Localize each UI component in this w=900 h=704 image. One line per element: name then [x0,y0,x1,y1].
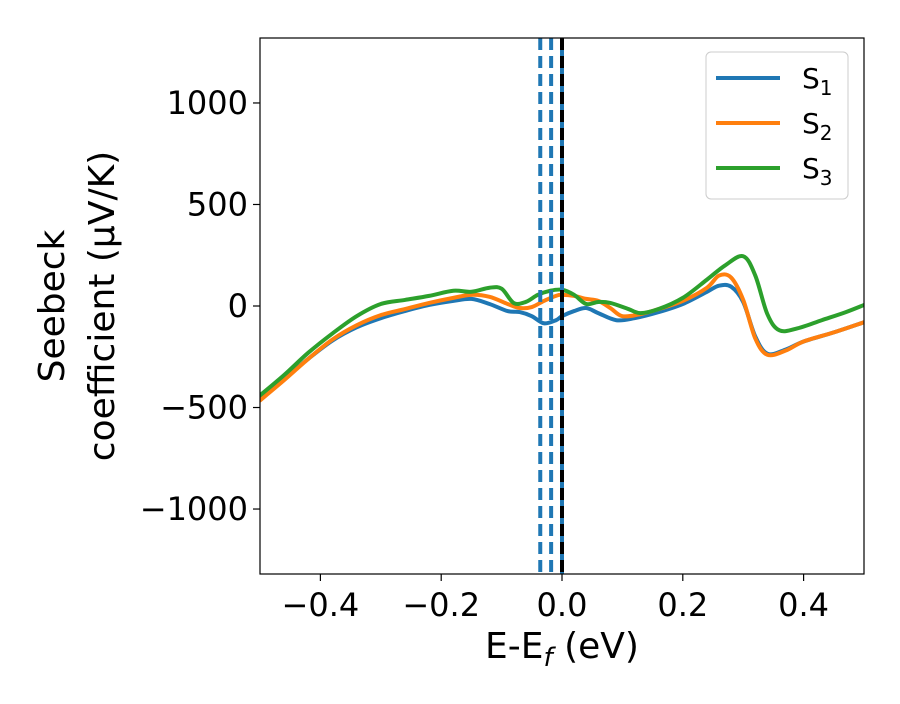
legend-label-3: S3 [802,152,833,190]
reference-lines [538,38,564,574]
x-tick-label: 0.2 [657,586,708,624]
legend-label-1: S1 [802,62,833,100]
legend-box [705,51,849,200]
x-tick-label: 0.4 [778,586,829,624]
y-tick-label: −1000 [140,490,248,528]
legend: S1 S2 S3 [705,51,849,200]
x-tick-label: 0.0 [537,586,588,624]
legend-label-2: S2 [802,107,833,145]
y-tick-label: 0 [228,287,248,325]
y-tick-label: 500 [187,185,248,223]
axis-ticks: −0.4 −0.2 0.0 0.2 0.4 −1000 −500 0 500 1000 [140,84,829,624]
x-axis-label: E-Ef (eV) [485,626,639,673]
series-lines [260,254,864,403]
series-line-3 [260,254,864,398]
x-tick-label: −0.4 [282,586,360,624]
y-axis-label-line1: Seebeck [32,229,73,382]
y-tick-label: −500 [160,389,248,427]
y-axis-label-line2: coefficient (μV/K) [82,151,123,461]
y-tick-label: 1000 [167,84,248,122]
x-tick-label: −0.2 [402,586,480,624]
